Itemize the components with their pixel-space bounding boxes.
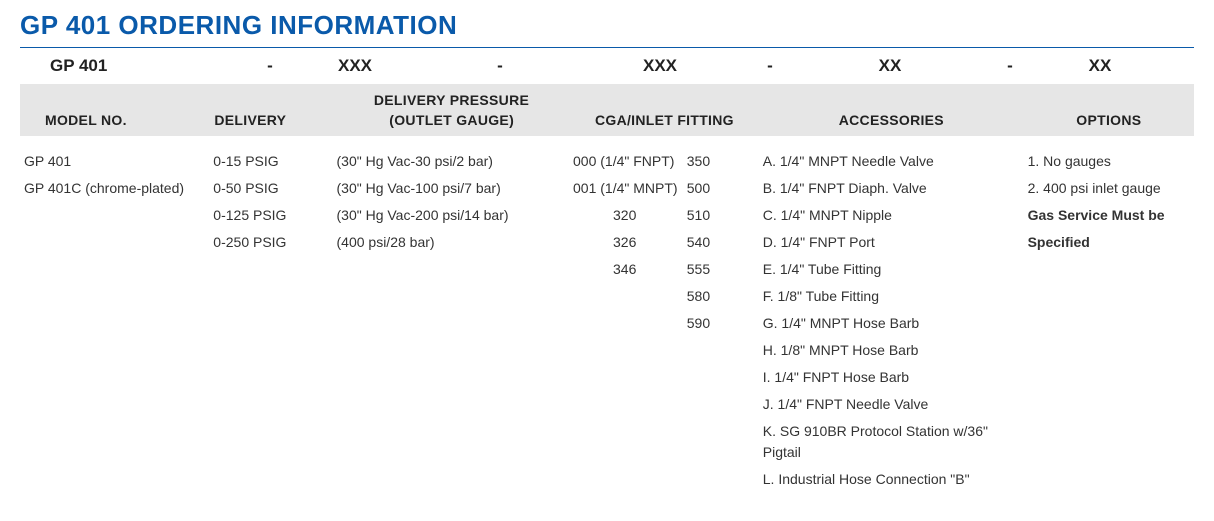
- list-item: (400 psi/28 bar): [337, 229, 566, 256]
- list-item: 320: [573, 202, 679, 229]
- list-item: K. SG 910BR Protocol Station w/36" Pigta…: [763, 418, 1020, 466]
- list-item: L. Industrial Hose Connection "B": [763, 466, 1020, 493]
- header-gauge-top: DELIVERY PRESSURE: [333, 90, 569, 110]
- cga-list-1: 000 (1/4" FNPT) 001 (1/4" MNPT) 320 326 …: [573, 148, 679, 283]
- list-item: 500: [687, 175, 755, 202]
- header-delivery: DELIVERY: [210, 110, 333, 130]
- pattern-dash: -: [980, 56, 1040, 76]
- options-note: Specified: [1028, 229, 1190, 256]
- list-item: 001 (1/4" MNPT): [573, 175, 679, 202]
- list-item: 0-125 PSIG: [213, 202, 328, 229]
- outlet-gauge-list: (30" Hg Vac-30 psi/2 bar) (30" Hg Vac-10…: [337, 148, 566, 256]
- list-item: B. 1/4" FNPT Diaph. Valve: [763, 175, 1020, 202]
- pattern-dash: -: [740, 56, 800, 76]
- list-item: G. 1/4" MNPT Hose Barb: [763, 310, 1020, 337]
- list-item: F. 1/8" Tube Fitting: [763, 283, 1020, 310]
- list-item: A. 1/4" MNPT Needle Valve: [763, 148, 1020, 175]
- list-item: 0-15 PSIG: [213, 148, 328, 175]
- list-item: 540: [687, 229, 755, 256]
- header-model: MODEL NO.: [20, 110, 210, 130]
- list-item: H. 1/8" MNPT Hose Barb: [763, 337, 1020, 364]
- accessories-list: A. 1/4" MNPT Needle Valve B. 1/4" FNPT D…: [763, 148, 1020, 493]
- pattern-cga: XXX: [580, 56, 740, 76]
- list-item: 346: [573, 256, 679, 283]
- list-item: 590: [687, 310, 755, 337]
- options-list: 1. No gauges 2. 400 psi inlet gauge Gas …: [1028, 148, 1190, 256]
- list-item: C. 1/4" MNPT Nipple: [763, 202, 1020, 229]
- list-item: 1. No gauges: [1028, 148, 1190, 175]
- header-cga: CGA/INLET FITTING: [570, 110, 759, 130]
- list-item: I. 1/4" FNPT Hose Barb: [763, 364, 1020, 391]
- list-item: 326: [573, 229, 679, 256]
- pattern-model: GP 401: [50, 56, 250, 76]
- pattern-dash: -: [250, 56, 290, 76]
- pattern-dash: -: [420, 56, 580, 76]
- list-item: E. 1/4" Tube Fitting: [763, 256, 1020, 283]
- header-options: OPTIONS: [1024, 110, 1194, 130]
- table-header: DELIVERY PRESSURE MODEL NO. DELIVERY (OU…: [20, 84, 1194, 136]
- list-item: 2. 400 psi inlet gauge: [1028, 175, 1190, 202]
- table-body: GP 401 GP 401C (chrome-plated) 0-15 PSIG…: [20, 136, 1194, 495]
- list-item: 580: [687, 283, 755, 310]
- list-item: D. 1/4" FNPT Port: [763, 229, 1020, 256]
- part-number-pattern: GP 401 - XXX - XXX - XX - XX: [20, 48, 1194, 84]
- cga-list-2: 350 500 510 540 555 580 590: [687, 148, 755, 337]
- model-list: GP 401 GP 401C (chrome-plated): [24, 148, 205, 202]
- page-title: GP 401 ORDERING INFORMATION: [20, 10, 1194, 48]
- pattern-delivery: XXX: [290, 56, 420, 76]
- list-item: 0-250 PSIG: [213, 229, 328, 256]
- list-item: (30" Hg Vac-30 psi/2 bar): [337, 148, 566, 175]
- list-item: GP 401: [24, 148, 205, 175]
- pattern-options: XX: [1040, 56, 1160, 76]
- list-item: 510: [687, 202, 755, 229]
- header-accessories: ACCESSORIES: [759, 110, 1024, 130]
- list-item: J. 1/4" FNPT Needle Valve: [763, 391, 1020, 418]
- delivery-list: 0-15 PSIG 0-50 PSIG 0-125 PSIG 0-250 PSI…: [213, 148, 328, 256]
- list-item: 0-50 PSIG: [213, 175, 328, 202]
- list-item: (30" Hg Vac-200 psi/14 bar): [337, 202, 566, 229]
- list-item: (30" Hg Vac-100 psi/7 bar): [337, 175, 566, 202]
- list-item: 000 (1/4" FNPT): [573, 148, 679, 175]
- header-gauge-bottom: (OUTLET GAUGE): [333, 110, 569, 130]
- list-item: 555: [687, 256, 755, 283]
- pattern-accessories: XX: [800, 56, 980, 76]
- options-note: Gas Service Must be: [1028, 202, 1190, 229]
- list-item: 350: [687, 148, 755, 175]
- list-item: GP 401C (chrome-plated): [24, 175, 205, 202]
